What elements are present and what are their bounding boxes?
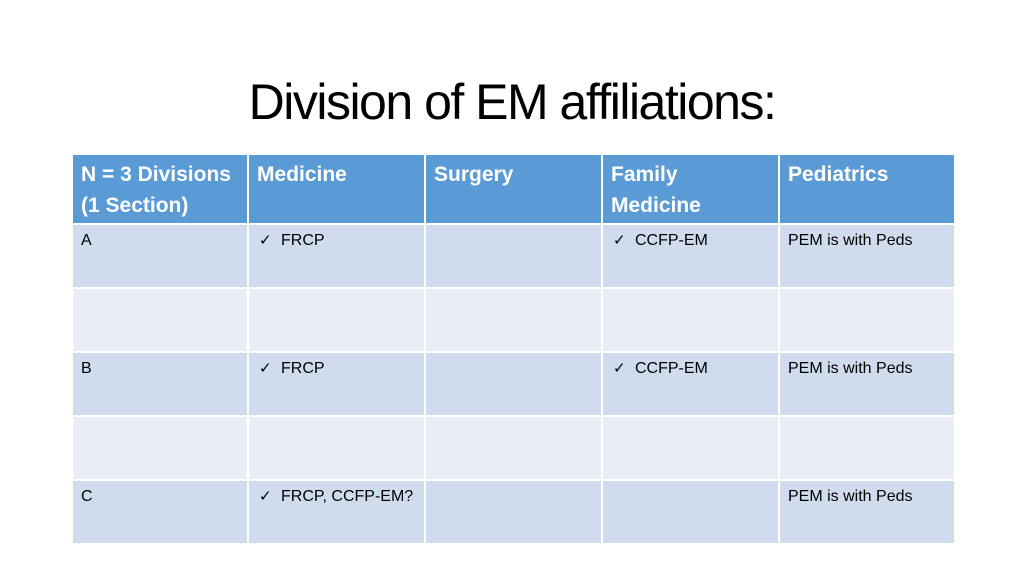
cell-surgery xyxy=(424,287,603,353)
cell-medicine xyxy=(247,287,426,353)
cell-division xyxy=(71,287,249,353)
header-family-medicine: Family Medicine xyxy=(601,153,780,225)
cell-family-medicine xyxy=(601,415,780,481)
checkmark-icon: ✓ xyxy=(613,232,626,249)
checkmark-icon: ✓ xyxy=(259,488,272,505)
cell-surgery xyxy=(424,479,603,545)
cell-surgery xyxy=(424,415,603,481)
header-surgery: Surgery xyxy=(424,153,603,225)
table-row: B ✓ FRCP ✓ CCFP-EM PEM is with Peds xyxy=(71,351,956,417)
cell-pediatrics: PEM is with Peds xyxy=(778,351,956,417)
table-row xyxy=(71,415,956,481)
header-row: N = 3 Divisions (1 Section) Medicine Sur… xyxy=(71,153,956,225)
cell-text: CCFP-EM xyxy=(635,232,708,249)
cell-medicine: ✓ FRCP xyxy=(247,351,426,417)
cell-text: FRCP, CCFP-EM? xyxy=(281,488,414,505)
table-row: A ✓ FRCP ✓ CCFP-EM PEM is with Peds xyxy=(71,223,956,289)
table-row xyxy=(71,287,956,353)
cell-family-medicine xyxy=(601,479,780,545)
cell-medicine: ✓ FRCP xyxy=(247,223,426,289)
cell-text: CCFP-EM xyxy=(635,360,708,377)
table-row: C ✓ FRCP, CCFP-EM? PEM is with Peds xyxy=(71,479,956,545)
header-divisions: N = 3 Divisions (1 Section) xyxy=(71,153,249,225)
cell-medicine: ✓ FRCP, CCFP-EM? xyxy=(247,479,426,545)
affiliations-table: N = 3 Divisions (1 Section) Medicine Sur… xyxy=(71,153,956,545)
cell-family-medicine: ✓ CCFP-EM xyxy=(601,223,780,289)
checkmark-icon: ✓ xyxy=(613,360,626,377)
checkmark-icon: ✓ xyxy=(259,360,272,377)
cell-pediatrics: PEM is with Peds xyxy=(778,479,956,545)
cell-surgery xyxy=(424,351,603,417)
cell-text: FRCP xyxy=(281,360,325,377)
header-pediatrics: Pediatrics xyxy=(778,153,956,225)
cell-pediatrics xyxy=(778,415,956,481)
cell-text: FRCP xyxy=(281,232,325,249)
cell-division: A xyxy=(71,223,249,289)
cell-division xyxy=(71,415,249,481)
cell-division: B xyxy=(71,351,249,417)
cell-division: C xyxy=(71,479,249,545)
cell-pediatrics: PEM is with Peds xyxy=(778,223,956,289)
cell-pediatrics xyxy=(778,287,956,353)
checkmark-icon: ✓ xyxy=(259,232,272,249)
cell-surgery xyxy=(424,223,603,289)
slide-title: Division of EM affiliations: xyxy=(248,74,777,130)
header-medicine: Medicine xyxy=(247,153,426,225)
cell-family-medicine: ✓ CCFP-EM xyxy=(601,351,780,417)
cell-family-medicine xyxy=(601,287,780,353)
cell-medicine xyxy=(247,415,426,481)
